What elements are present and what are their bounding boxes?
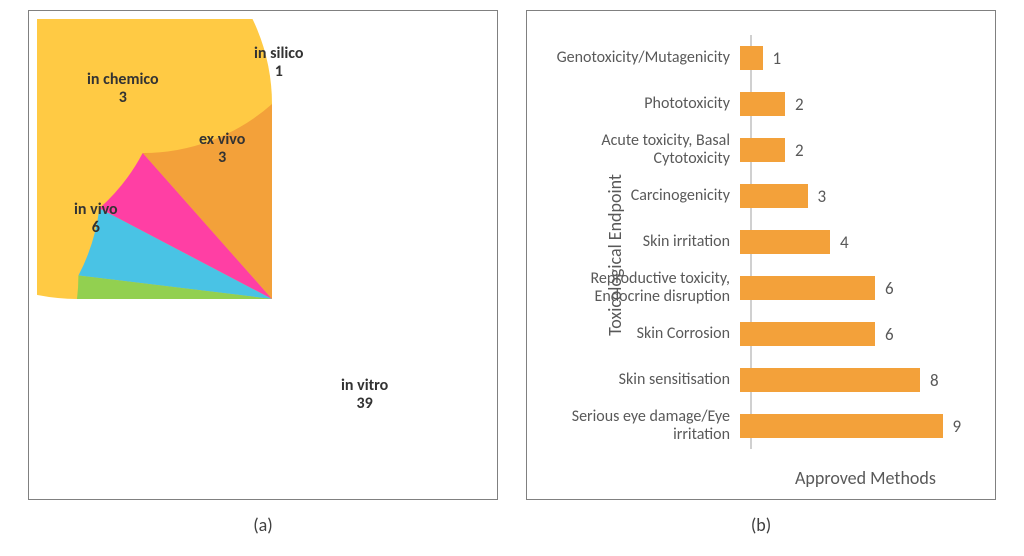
bar-row: Skin Corrosion 6: [535, 311, 987, 357]
pie-label-in-silico: in silico 1: [254, 45, 304, 80]
bar-row: Skin irritation 4: [535, 219, 987, 265]
bar-row: Reproductive toxicity, Endocrine disrupt…: [535, 265, 987, 311]
bar-value-label: 3: [818, 186, 827, 207]
pie-label-in-vivo: in vivo 6: [74, 201, 118, 236]
bar-rect: [740, 368, 920, 392]
bar-row: Phototoxicity 2: [535, 81, 987, 127]
bar-category-label: Reproductive toxicity, Endocrine disrupt…: [535, 270, 740, 306]
bar-value-label: 2: [795, 140, 804, 161]
caption-a: (a): [28, 514, 498, 536]
pie-label-in-chemico: in chemico 3: [87, 71, 159, 106]
bar-category-label: Carcinogenicity: [535, 187, 740, 205]
pie-label-in-vitro: in vitro 39: [341, 377, 388, 412]
bar-value-label: 4: [840, 232, 849, 253]
bar-category-label: Skin Corrosion: [535, 325, 740, 343]
bar-row: Skin sensitisation 8: [535, 357, 987, 403]
bar-row: Genotoxicity/Mutagenicity 1: [535, 35, 987, 81]
bar-value-label: 9: [953, 416, 962, 437]
bar-row: Serious eye damage/Eye irritation 9: [535, 403, 987, 449]
bar-value-label: 8: [930, 370, 939, 391]
bar-category-label: Phototoxicity: [535, 95, 740, 113]
bar-chart-panel: Toxicological Endpoint Approved Methods …: [526, 10, 996, 500]
caption-b: (b): [526, 514, 996, 536]
bar-rect: [740, 322, 875, 346]
bar-row: Carcinogenicity 3: [535, 173, 987, 219]
bar-chart: Toxicological Endpoint Approved Methods …: [535, 19, 987, 491]
bar-rect: [740, 230, 830, 254]
bar-category-label: Serious eye damage/Eye irritation: [535, 408, 740, 444]
pie-label-ex-vivo: ex vivo 3: [199, 131, 245, 166]
bar-value-label: 1: [773, 48, 782, 69]
bar-rect: [740, 184, 808, 208]
bar-category-label: Skin irritation: [535, 233, 740, 251]
bar-value-label: 6: [885, 324, 894, 345]
bar-value-label: 6: [885, 278, 894, 299]
bar-rect: [740, 92, 785, 116]
bar-rect: [740, 138, 785, 162]
bar-rect: [740, 276, 875, 300]
x-axis-label: Approved Methods: [795, 467, 936, 489]
bar-category-label: Skin sensitisation: [535, 371, 740, 389]
bar-category-label: Genotoxicity/Mutagenicity: [535, 49, 740, 67]
bar-rect: [740, 46, 763, 70]
pie-chart-panel: in vitro 39 in vivo 6 in chemico 3 ex vivo …: [28, 10, 498, 500]
bar-category-label: Acute toxicity, Basal Cytotoxicity: [535, 132, 740, 168]
bar-value-label: 2: [795, 94, 804, 115]
bar-rect: [740, 414, 943, 438]
bar-row: Acute toxicity, Basal Cytotoxicity 2: [535, 127, 987, 173]
